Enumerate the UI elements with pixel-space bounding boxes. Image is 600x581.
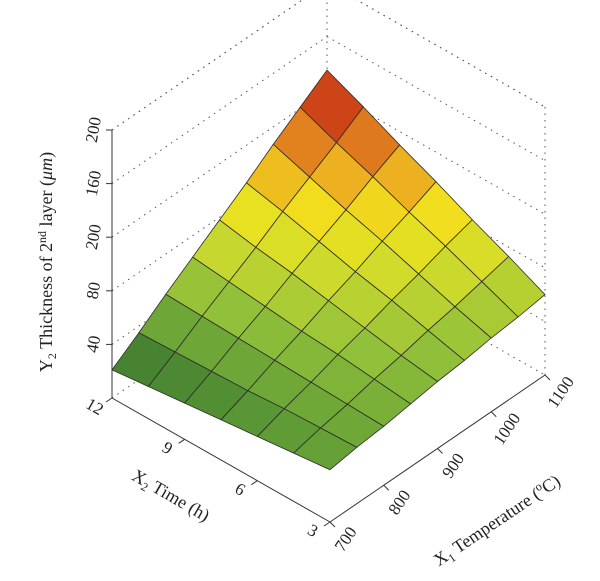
box-edge (326, 250, 546, 376)
z-axis-title: Y2 Thickness of 2nd layer (μm) (35, 152, 59, 372)
box-edge (355, 0, 546, 108)
grid-line (111, 0, 304, 131)
x2-tick-label: 9 (159, 438, 176, 459)
x1-axis-title: X1 Temperature (oC) (429, 469, 566, 573)
grid-line (111, 36, 328, 185)
z-tick-label: 160 (82, 169, 105, 197)
x1-tick (383, 484, 390, 491)
x2-tick (251, 480, 258, 486)
z-tick-label: 40 (83, 334, 105, 354)
grid-line (326, 89, 546, 215)
x1-tick-label: 900 (438, 450, 468, 482)
surface-patch (292, 427, 358, 471)
x2-axis (111, 397, 331, 523)
grid-line (326, 143, 546, 269)
grid-line (355, 0, 546, 108)
x2-tick (105, 397, 113, 403)
x2-tick (178, 438, 185, 444)
surface (111, 69, 546, 471)
x2-tick-label: 6 (232, 479, 249, 500)
x1-tick (544, 374, 551, 381)
grid-line (111, 143, 328, 292)
x2-axis-title: X2 Time (h) (127, 465, 213, 528)
x1-tick (437, 448, 443, 454)
z-tick-label: 200 (82, 223, 105, 251)
z-tick-label: 80 (83, 281, 105, 301)
x2-tick-label: 12 (83, 394, 107, 419)
grid-line (111, 89, 328, 238)
x2-tick (323, 521, 331, 527)
grid-line (326, 36, 546, 162)
x2-tick-label: 3 (304, 520, 321, 541)
x1-tick (490, 411, 497, 418)
x1-tick-label: 700 (331, 523, 361, 555)
z-tick-label: 200 (82, 116, 105, 144)
box-edge (111, 0, 304, 131)
x1-tick-label: 800 (384, 486, 414, 518)
x1-tick (329, 521, 336, 528)
